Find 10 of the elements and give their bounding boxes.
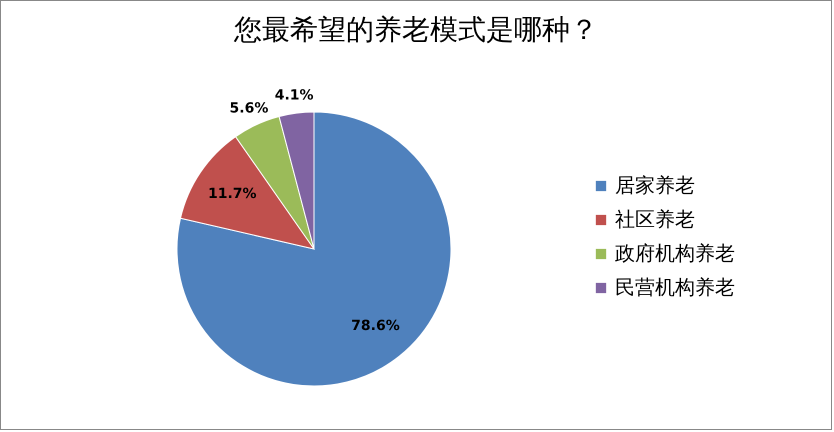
chart-title: 您最希望的养老模式是哪种？ — [233, 13, 598, 46]
data-label: 11.7% — [208, 186, 257, 202]
legend-label: 社区养老 — [615, 207, 695, 231]
legend-label: 政府机构养老 — [615, 241, 735, 265]
pie-slice — [176, 112, 452, 386]
data-label: 78.6% — [351, 318, 400, 334]
data-label: 5.6% — [230, 100, 268, 117]
data-label: 4.1% — [274, 87, 314, 104]
legend-label: 民营机构养老 — [615, 275, 735, 299]
legend-label: 居家养老 — [615, 173, 695, 197]
